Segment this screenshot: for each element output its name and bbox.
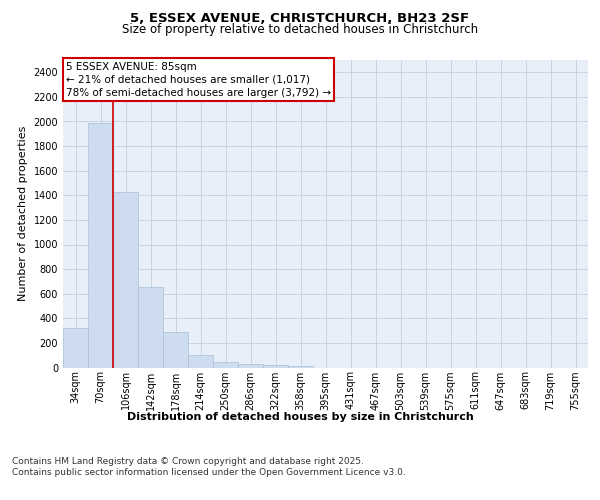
- Text: 5 ESSEX AVENUE: 85sqm
← 21% of detached houses are smaller (1,017)
78% of semi-d: 5 ESSEX AVENUE: 85sqm ← 21% of detached …: [65, 62, 331, 98]
- Bar: [63, 328, 88, 368]
- Y-axis label: Number of detached properties: Number of detached properties: [18, 126, 28, 302]
- Bar: [163, 332, 188, 368]
- Bar: [213, 362, 238, 368]
- Bar: [138, 287, 163, 368]
- Bar: [238, 364, 263, 368]
- Bar: [188, 354, 213, 368]
- Text: Distribution of detached houses by size in Christchurch: Distribution of detached houses by size …: [127, 412, 473, 422]
- Text: 5, ESSEX AVENUE, CHRISTCHURCH, BH23 2SF: 5, ESSEX AVENUE, CHRISTCHURCH, BH23 2SF: [130, 12, 470, 26]
- Bar: [113, 192, 138, 368]
- Text: Size of property relative to detached houses in Christchurch: Size of property relative to detached ho…: [122, 22, 478, 36]
- Bar: [88, 122, 113, 368]
- Bar: [263, 365, 288, 368]
- Text: Contains HM Land Registry data © Crown copyright and database right 2025.
Contai: Contains HM Land Registry data © Crown c…: [12, 458, 406, 477]
- Bar: [288, 366, 313, 368]
